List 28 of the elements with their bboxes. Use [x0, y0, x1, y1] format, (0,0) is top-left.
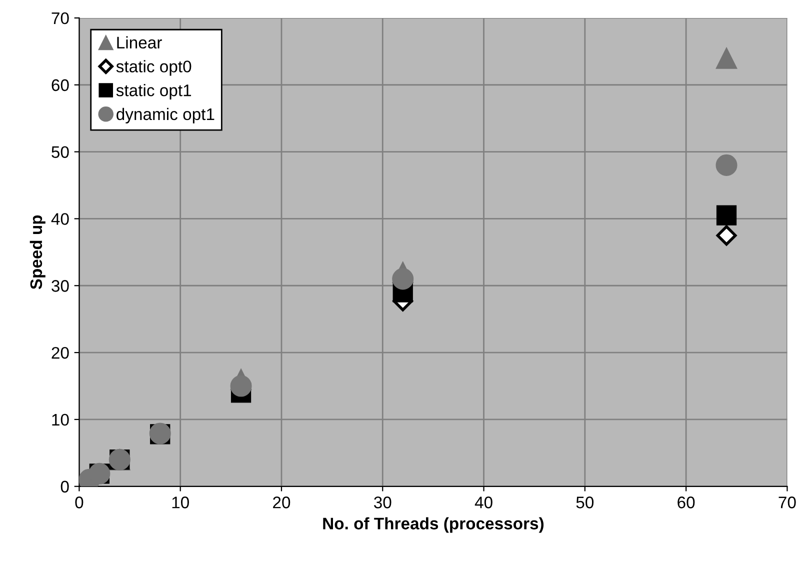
point	[392, 268, 414, 290]
point	[230, 375, 252, 397]
x-tick-label: 70	[778, 496, 796, 508]
legend-label: static opt1	[116, 84, 192, 100]
x-tick-label: 0	[75, 496, 84, 508]
x-tick-label: 20	[273, 496, 290, 508]
y-tick-label: 0	[60, 480, 69, 493]
y-tick-label: 70	[52, 12, 69, 24]
y-axis-title: Speed up	[30, 215, 46, 290]
x-axis-title: No. of Threads (processors)	[323, 517, 544, 533]
x-tick-label: 10	[172, 496, 189, 508]
point	[716, 47, 738, 69]
y-tick-label: 50	[52, 146, 69, 158]
y-tick-label: 40	[51, 213, 69, 225]
point	[716, 225, 737, 246]
point	[716, 154, 738, 176]
legend-label: dynamic opt1	[116, 108, 214, 124]
legend-label: Linear	[117, 36, 162, 49]
x-tick-label: 50	[576, 496, 594, 508]
y-tick-label: 10	[52, 414, 69, 426]
y-tick-label: 20	[52, 346, 69, 359]
x-tick-label: 30	[374, 496, 392, 508]
point	[716, 205, 737, 226]
x-tick-label: 60	[678, 496, 695, 508]
legend-label: static opt0	[116, 60, 192, 76]
x-tick-label: 40	[474, 496, 492, 508]
y-tick-label: 30	[52, 280, 69, 292]
y-tick-label: 60	[52, 79, 69, 92]
